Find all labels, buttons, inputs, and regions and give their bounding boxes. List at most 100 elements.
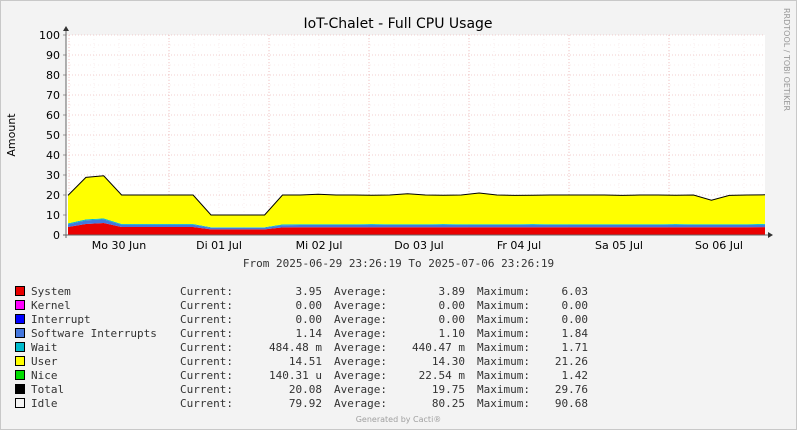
legend-swatch: [15, 328, 25, 338]
x-tick-label: Mi 02 Jul: [296, 239, 343, 252]
legend-name: Nice: [31, 368, 58, 382]
rrdtool-credit: RRDTOOL / TOBI OETIKER: [782, 8, 791, 111]
legend-current-value: 484.48 m: [269, 340, 322, 354]
legend-name: Kernel: [31, 298, 71, 312]
legend-current-label: Current:: [180, 298, 233, 312]
generated-by: Generated by Cacti®: [355, 415, 442, 424]
legend-maximum-value: 0.00: [561, 312, 589, 326]
series-areas: [68, 175, 765, 235]
chart-title: IoT-Chalet - Full CPU Usage: [303, 16, 492, 32]
legend-maximum-label: Maximum:: [477, 368, 530, 382]
legend-average-value: 14.30: [431, 354, 465, 368]
legend-maximum-label: Maximum:: [477, 396, 530, 410]
legend-name: Idle: [31, 396, 58, 410]
series-line-total: [67, 175, 766, 216]
y-ticks: 0 10 20 30 40 50 60 70 80 90 100: [39, 29, 66, 242]
x-tick-label: Di 01 Jul: [196, 239, 242, 252]
x-ticks: Mo 30 Jun Di 01 Jul Mi 02 Jul Do 03 Jul Fr 0…: [92, 239, 743, 252]
legend-row: Interrupt Current: 0.00 Average: 0.00 Maximum…: [15, 312, 588, 326]
legend-maximum-label: Maximum:: [477, 354, 530, 368]
legend-average-label: Average:: [334, 368, 387, 382]
legend-current-value: 0.00: [295, 298, 323, 312]
legend: System Current: 3.95 Average: 3.89 Maximum: 6.…: [15, 284, 588, 410]
x-tick-label: Fr 04 Jul: [497, 239, 541, 252]
legend-maximum-value: 90.68: [554, 396, 588, 410]
legend-current-label: Current:: [180, 396, 233, 410]
legend-current-value: 14.51: [288, 354, 322, 368]
legend-current-value: 140.31 u: [269, 368, 322, 382]
legend-current-label: Current:: [180, 368, 233, 382]
legend-swatch: [15, 286, 25, 296]
legend-average-label: Average:: [334, 298, 387, 312]
total-line: [67, 175, 766, 216]
legend-maximum-value: 1.71: [561, 340, 589, 354]
legend-average-label: Average:: [334, 326, 387, 340]
cpu-usage-chart: IoT-Chalet - Full CPU Usage Amount RRDTO…: [5, 8, 791, 252]
legend-maximum-value: 1.42: [561, 368, 589, 382]
legend-average-value: 0.00: [438, 312, 466, 326]
x-tick-label: Do 03 Jul: [394, 239, 443, 252]
legend-row: Nice Current: 140.31 u Average: 22.54 m Maxim…: [15, 368, 588, 382]
legend-swatch: [15, 300, 25, 310]
legend-maximum-value: 6.03: [561, 284, 589, 298]
legend-current-value: 0.00: [295, 312, 323, 326]
legend-average-value: 0.00: [438, 298, 466, 312]
legend-maximum-value: 1.84: [561, 326, 589, 340]
time-range: From 2025-06-29 23:26:19 To 2025-07-06 2…: [242, 257, 555, 270]
x-tick-label: So 06 Jul: [695, 239, 743, 252]
legend-current-value: 3.95: [295, 284, 323, 298]
legend-name: User: [31, 354, 58, 368]
y-tick-label: 70: [46, 89, 60, 102]
legend-average-label: Average:: [334, 354, 387, 368]
y-tick-label: 90: [46, 49, 60, 62]
legend-current-value: 20.08: [288, 382, 322, 396]
legend-row: Kernel Current: 0.00 Average: 0.00 Maximum: 0.…: [15, 298, 588, 312]
legend-average-label: Average:: [334, 396, 387, 410]
legend-maximum-label: Maximum:: [477, 340, 530, 354]
legend-average-value: 1.10: [438, 326, 466, 340]
legend-row: Software Interrupts Current: 1.14 Average: 1…: [15, 326, 588, 340]
x-tick-label: Mo 30 Jun: [92, 239, 146, 252]
legend-name: Total: [31, 382, 65, 396]
legend-maximum-value: 29.76: [554, 382, 588, 396]
legend-average-label: Average:: [334, 340, 387, 354]
y-tick-label: 100: [39, 29, 60, 42]
legend-swatch: [15, 356, 25, 366]
y-tick-label: 40: [46, 149, 60, 162]
legend-swatch: [15, 370, 25, 380]
y-tick-label: 0: [53, 229, 60, 242]
area-user: [68, 175, 765, 228]
legend-maximum-value: 21.26: [554, 354, 588, 368]
legend-name: Wait: [31, 340, 58, 354]
legend-maximum-label: Maximum:: [477, 284, 530, 298]
y-tick-label: 10: [46, 209, 60, 222]
legend-swatch: [15, 342, 25, 352]
legend-average-label: Average:: [334, 382, 387, 396]
legend-name: System: [31, 284, 71, 298]
legend-swatch: [15, 314, 25, 324]
area-system: [68, 223, 765, 235]
legend-current-value: 79.92: [288, 396, 322, 410]
y-tick-label: 60: [46, 109, 60, 122]
legend-row: Idle Current: 79.92 Average: 80.25 Maximum: 90…: [15, 396, 588, 410]
legend-maximum-value: 0.00: [561, 298, 589, 312]
legend-row: Wait Current: 484.48 m Average: 440.47 m Maxi…: [15, 340, 588, 354]
y-tick-label: 20: [46, 189, 60, 202]
legend-current-label: Current:: [180, 284, 233, 298]
legend-average-label: Average:: [334, 312, 387, 326]
legend-name: Software Interrupts: [31, 326, 157, 340]
legend-swatch: [15, 384, 25, 394]
legend-average-label: Average:: [334, 284, 387, 298]
legend-current-label: Current:: [180, 312, 233, 326]
legend-current-value: 1.14: [295, 326, 323, 340]
x-axis-arrow: [768, 232, 773, 238]
legend-average-value: 440.47 m: [412, 340, 465, 354]
axes: [63, 26, 773, 238]
legend-maximum-label: Maximum:: [477, 298, 530, 312]
y-tick-label: 80: [46, 69, 60, 82]
legend-maximum-label: Maximum:: [477, 382, 530, 396]
legend-swatch: [15, 398, 25, 408]
legend-current-label: Current:: [180, 354, 233, 368]
legend-maximum-label: Maximum:: [477, 312, 530, 326]
legend-name: Interrupt: [31, 312, 91, 326]
